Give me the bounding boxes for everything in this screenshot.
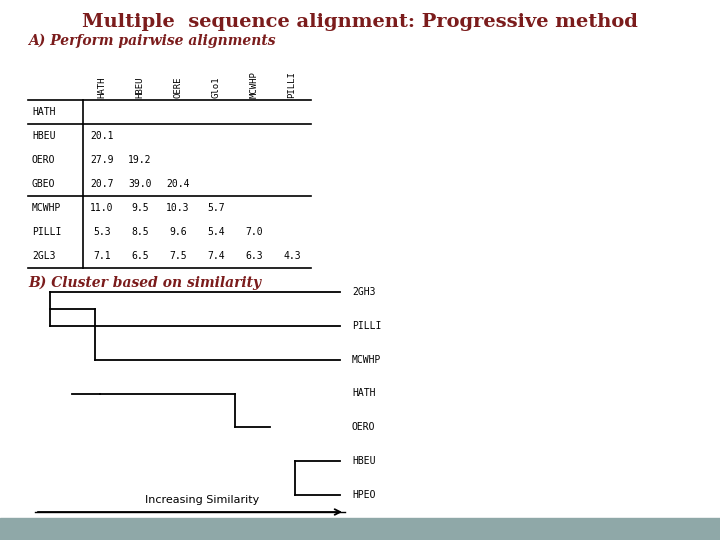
Text: 9.6: 9.6 <box>169 227 186 237</box>
Text: 11.0: 11.0 <box>90 203 114 213</box>
Text: 2GL3: 2GL3 <box>32 251 55 261</box>
Text: 2GH3: 2GH3 <box>352 287 376 297</box>
Text: 10.3: 10.3 <box>166 203 190 213</box>
Text: 5.4: 5.4 <box>207 227 225 237</box>
Text: MCWHP: MCWHP <box>32 203 61 213</box>
Text: Glo1: Glo1 <box>212 77 220 98</box>
Text: 39.0: 39.0 <box>128 179 152 189</box>
Text: Increasing Similarity: Increasing Similarity <box>145 495 259 505</box>
Text: 6.3: 6.3 <box>246 251 263 261</box>
Text: A) Perform pairwise alignments: A) Perform pairwise alignments <box>28 34 276 49</box>
Text: PILLI: PILLI <box>352 321 382 331</box>
Text: HBEU: HBEU <box>32 131 55 141</box>
Text: HATH: HATH <box>352 388 376 399</box>
Text: OERO: OERO <box>352 422 376 433</box>
Text: 5.3: 5.3 <box>93 227 111 237</box>
Text: HBEU: HBEU <box>352 456 376 466</box>
Text: 20.4: 20.4 <box>166 179 190 189</box>
Text: 27.9: 27.9 <box>90 155 114 165</box>
Bar <box>0 518 720 540</box>
Text: 9.5: 9.5 <box>131 203 149 213</box>
Text: MCWHP: MCWHP <box>250 71 258 98</box>
Text: HATH: HATH <box>97 77 107 98</box>
Text: 6.5: 6.5 <box>131 251 149 261</box>
Text: 7.0: 7.0 <box>246 227 263 237</box>
Text: 20.1: 20.1 <box>90 131 114 141</box>
Text: HATH: HATH <box>32 107 55 117</box>
Text: HBEU: HBEU <box>135 77 145 98</box>
Text: 7.4: 7.4 <box>207 251 225 261</box>
Text: 19.2: 19.2 <box>128 155 152 165</box>
Text: PILLI: PILLI <box>287 71 297 98</box>
Text: GBEO: GBEO <box>32 179 55 189</box>
Text: 20.7: 20.7 <box>90 179 114 189</box>
Text: B) Cluster based on similarity: B) Cluster based on similarity <box>28 276 261 291</box>
Text: OERO: OERO <box>32 155 55 165</box>
Text: 7.5: 7.5 <box>169 251 186 261</box>
Text: 4.3: 4.3 <box>283 251 301 261</box>
Text: PILLI: PILLI <box>32 227 61 237</box>
Text: 7.1: 7.1 <box>93 251 111 261</box>
Text: HPEO: HPEO <box>352 490 376 500</box>
Text: MCWHP: MCWHP <box>352 355 382 365</box>
Text: 8.5: 8.5 <box>131 227 149 237</box>
Text: OERE: OERE <box>174 77 182 98</box>
Text: 5.7: 5.7 <box>207 203 225 213</box>
Text: Multiple  sequence alignment: Progressive method: Multiple sequence alignment: Progressive… <box>82 13 638 31</box>
